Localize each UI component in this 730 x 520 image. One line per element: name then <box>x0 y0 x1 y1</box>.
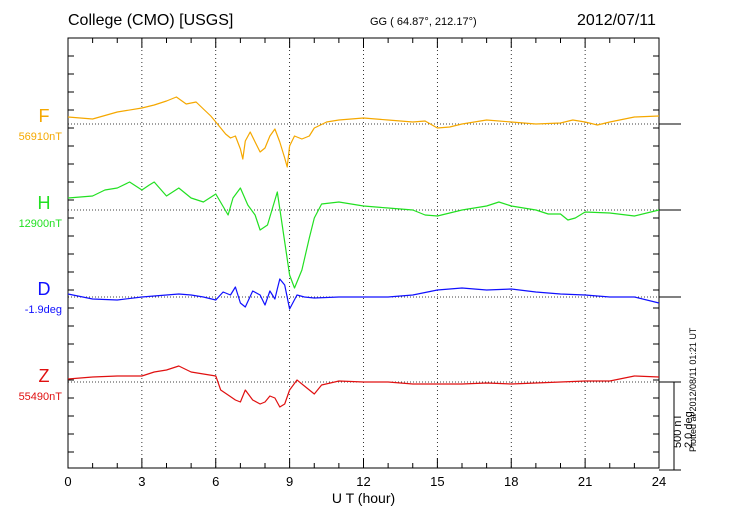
scale-note-nt: 500 nT <box>672 413 684 448</box>
x-tick-label: 15 <box>430 474 444 489</box>
series-name-z: Z <box>39 366 50 386</box>
station-title: College (CMO) [USGS] <box>68 12 234 29</box>
series-line-z <box>67 365 660 408</box>
baseline-label-z: 55490nT <box>19 391 63 403</box>
x-tick-label: 6 <box>212 474 219 489</box>
baseline-label-f: 56910nT <box>19 131 63 143</box>
series-name-h: H <box>38 193 51 213</box>
coordinates-label: GG ( 64.87°, 212.17°) <box>370 16 477 28</box>
x-axis-label: U T (hour) <box>332 490 395 506</box>
x-tick-label: 3 <box>138 474 145 489</box>
series-line-f <box>67 96 660 168</box>
series-name-f: F <box>39 106 50 126</box>
baseline-label-d: -1.9deg <box>25 304 62 316</box>
x-tick-label: 18 <box>504 474 518 489</box>
scale-note-deg: 2.0 deg <box>683 411 695 448</box>
series-name-d: D <box>38 279 51 299</box>
x-tick-label: 24 <box>652 474 666 489</box>
x-tick-label: 21 <box>578 474 592 489</box>
date-label: 2012/07/11 <box>577 12 656 29</box>
x-tick-label: 9 <box>286 474 293 489</box>
plotted-note: Plotted at 2012/08/11 01:21 UT <box>688 327 698 452</box>
series-line-d <box>67 278 660 310</box>
series-line-h <box>67 181 660 289</box>
baseline-label-h: 12900nT <box>19 218 63 230</box>
x-tick-label: 0 <box>64 474 71 489</box>
x-tick-label: 12 <box>356 474 370 489</box>
